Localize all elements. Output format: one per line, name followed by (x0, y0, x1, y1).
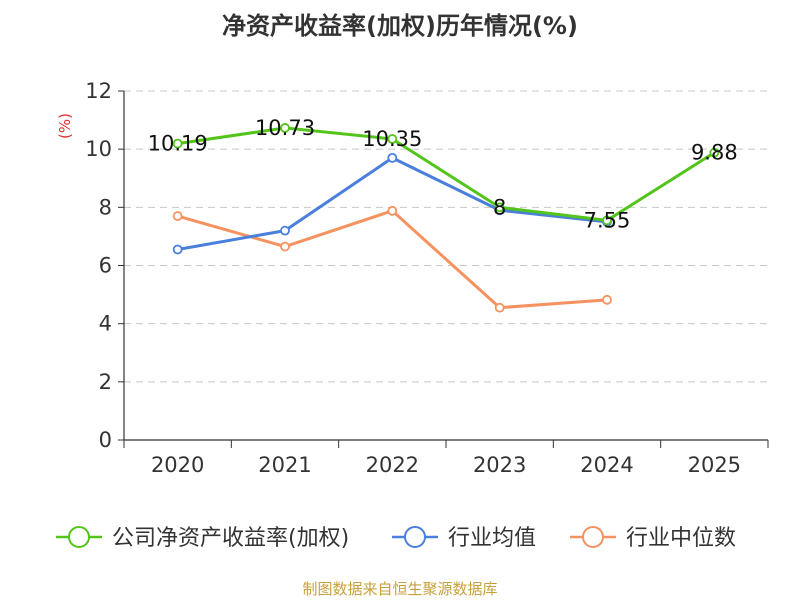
data-point (387, 205, 398, 216)
x-tick-label: 2023 (473, 453, 526, 477)
x-tick-label: 2024 (580, 453, 633, 477)
chart-title: 净资产收益率(加权)历年情况(%) (222, 12, 578, 40)
data-point (280, 225, 290, 236)
data-point (387, 152, 398, 163)
legend-marker (582, 526, 604, 548)
data-point (709, 147, 720, 158)
x-tick-label: 2021 (258, 453, 311, 477)
data-point (602, 294, 612, 305)
y-tick-label: 10 (85, 137, 112, 161)
data-point (602, 215, 612, 226)
x-tick-label: 2025 (688, 453, 741, 477)
series-line (177, 126, 716, 222)
y-tick-label: 12 (85, 79, 112, 103)
y-tick-label: 4 (99, 312, 112, 336)
legend-marker (404, 526, 426, 548)
data-label: 10.35 (362, 127, 422, 151)
y-tick-label: 0 (99, 428, 112, 452)
legend-label: 公司净资产收益率(加权) (112, 526, 349, 551)
data-point (387, 134, 398, 144)
axes: 0 2 4 6 8 10 12 2020 2021 2022 2023 2024 2025 (85, 79, 769, 477)
y-tick-label: 2 (99, 370, 112, 394)
data-point (494, 202, 505, 213)
data-label: 8 (493, 195, 506, 219)
data-point (280, 241, 290, 252)
data-point (494, 302, 505, 313)
series-group (172, 123, 720, 313)
data-point (172, 138, 183, 149)
legend-marker (68, 526, 90, 548)
data-point (280, 123, 290, 133)
data-label: 10.19 (148, 132, 208, 156)
series-line (177, 209, 608, 310)
data-point (172, 244, 183, 255)
legend: 公司净资产收益率(加权) 行业均值 行业中位数 (56, 526, 736, 551)
x-tick-label: 2022 (366, 453, 419, 477)
x-tick-label: 2020 (151, 453, 204, 477)
data-label: 7.55 (584, 208, 631, 232)
y-tick-label: 8 (99, 195, 112, 219)
data-label: 10.73 (255, 116, 315, 140)
source-note: 制图数据来自恒生聚源数据库 (302, 580, 498, 598)
data-labels: 10.19 10.73 10.35 8 7.55 9.88 (148, 116, 738, 232)
grid-lines (124, 90, 768, 383)
legend-label: 行业均值 (448, 526, 536, 551)
legend-label: 行业中位数 (626, 526, 736, 551)
data-label: 9.88 (691, 141, 738, 165)
y-axis-label: (%) (56, 113, 74, 139)
data-point (172, 211, 183, 221)
y-tick-label: 6 (99, 254, 112, 278)
